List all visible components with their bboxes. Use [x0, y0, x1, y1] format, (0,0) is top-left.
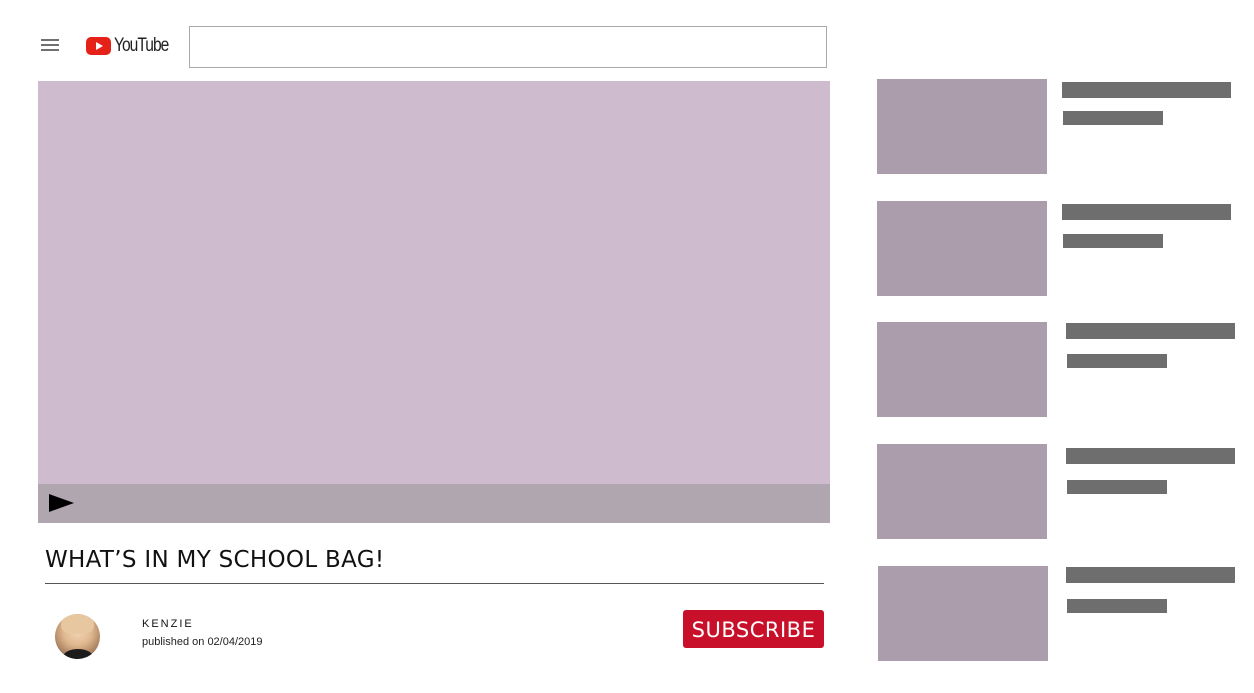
- recommendation-thumbnail[interactable]: [878, 566, 1048, 661]
- title-divider: [45, 583, 824, 584]
- recommendation-title-placeholder: [1062, 204, 1231, 220]
- recommendation-meta-placeholder: [1063, 111, 1163, 125]
- channel-avatar[interactable]: [55, 614, 100, 659]
- recommendation-title-placeholder: [1066, 567, 1235, 583]
- subscribe-button[interactable]: SUBSCRIBE: [683, 610, 824, 648]
- video-title: WHAT’S IN MY SCHOOL BAG!: [45, 547, 385, 573]
- channel-name[interactable]: KENZIE: [142, 618, 194, 630]
- avatar-hair: [61, 614, 94, 634]
- recommendation-meta-placeholder: [1063, 234, 1163, 248]
- avatar-clothing: [63, 649, 93, 659]
- youtube-logo[interactable]: YouTube: [86, 36, 180, 56]
- menu-line: [41, 44, 59, 46]
- recommendation-title-placeholder: [1066, 323, 1235, 339]
- player-control-bar: [38, 484, 830, 523]
- hamburger-menu-icon[interactable]: [41, 39, 59, 52]
- publish-date: published on 02/04/2019: [142, 636, 263, 648]
- play-icon[interactable]: [49, 494, 74, 512]
- menu-line: [41, 39, 59, 41]
- recommendation-meta-placeholder: [1067, 354, 1167, 368]
- recommendation-meta-placeholder: [1067, 599, 1167, 613]
- video-player[interactable]: [38, 81, 830, 523]
- recommendation-thumbnail[interactable]: [877, 444, 1047, 539]
- recommendation-thumbnail[interactable]: [877, 79, 1047, 174]
- logo-text: YouTube: [114, 35, 169, 56]
- recommendation-title-placeholder: [1066, 448, 1235, 464]
- youtube-play-logo-icon: [86, 37, 111, 55]
- recommendation-thumbnail[interactable]: [877, 322, 1047, 417]
- search-input[interactable]: [189, 26, 827, 68]
- menu-line: [41, 49, 59, 51]
- recommendation-title-placeholder: [1062, 82, 1231, 98]
- recommendation-meta-placeholder: [1067, 480, 1167, 494]
- recommendation-thumbnail[interactable]: [877, 201, 1047, 296]
